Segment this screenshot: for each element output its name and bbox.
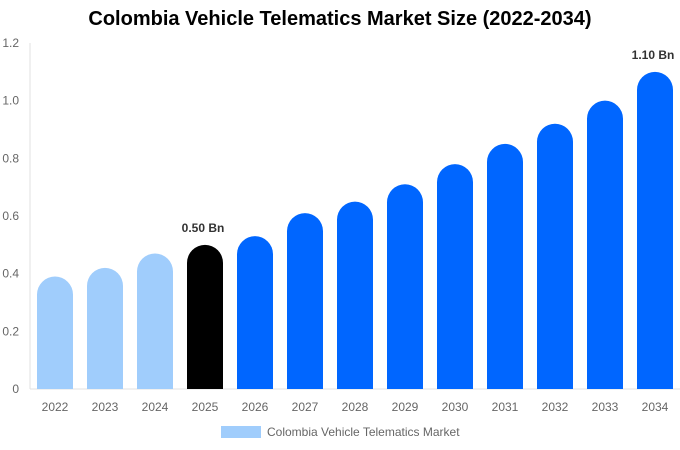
bar (287, 213, 323, 389)
y-tick-label: 0.8 (2, 151, 19, 165)
x-tick-label: 2032 (542, 400, 569, 414)
bar (337, 201, 373, 389)
bar (237, 236, 273, 389)
x-tick-label: 2030 (442, 400, 469, 414)
y-tick-label: 0 (12, 382, 19, 396)
x-tick-label: 2022 (42, 400, 69, 414)
bar (187, 244, 223, 389)
x-tick-label: 2027 (292, 400, 319, 414)
x-tick-label: 2031 (492, 400, 519, 414)
bar (87, 267, 123, 389)
y-tick-label: 1.2 (2, 36, 19, 50)
bar (587, 100, 623, 389)
bar (637, 71, 673, 389)
legend[interactable]: Colombia Vehicle Telematics Market (221, 425, 460, 439)
bar (37, 276, 73, 389)
x-tick-label: 2028 (342, 400, 369, 414)
x-tick-label: 2024 (142, 400, 169, 414)
data-label: 1.10 Bn (632, 48, 675, 62)
legend-swatch (221, 426, 261, 438)
x-tick-label: 2023 (92, 400, 119, 414)
chart-title: Colombia Vehicle Telematics Market Size … (88, 8, 592, 30)
x-tick-label: 2029 (392, 400, 419, 414)
y-tick-label: 1.0 (2, 94, 19, 108)
x-tick-label: 2026 (242, 400, 269, 414)
bar (437, 164, 473, 389)
bar (537, 123, 573, 389)
y-tick-label: 0.2 (2, 324, 19, 338)
legend-label: Colombia Vehicle Telematics Market (267, 425, 460, 439)
x-tick-label: 2025 (192, 400, 219, 414)
x-tick-label: 2034 (642, 400, 669, 414)
bar (387, 184, 423, 389)
bar (487, 143, 523, 389)
bar (137, 253, 173, 389)
x-tick-label: 2033 (592, 400, 619, 414)
y-tick-label: 0.4 (2, 267, 19, 281)
data-label: 0.50 Bn (182, 221, 225, 235)
y-tick-label: 0.6 (2, 209, 19, 223)
